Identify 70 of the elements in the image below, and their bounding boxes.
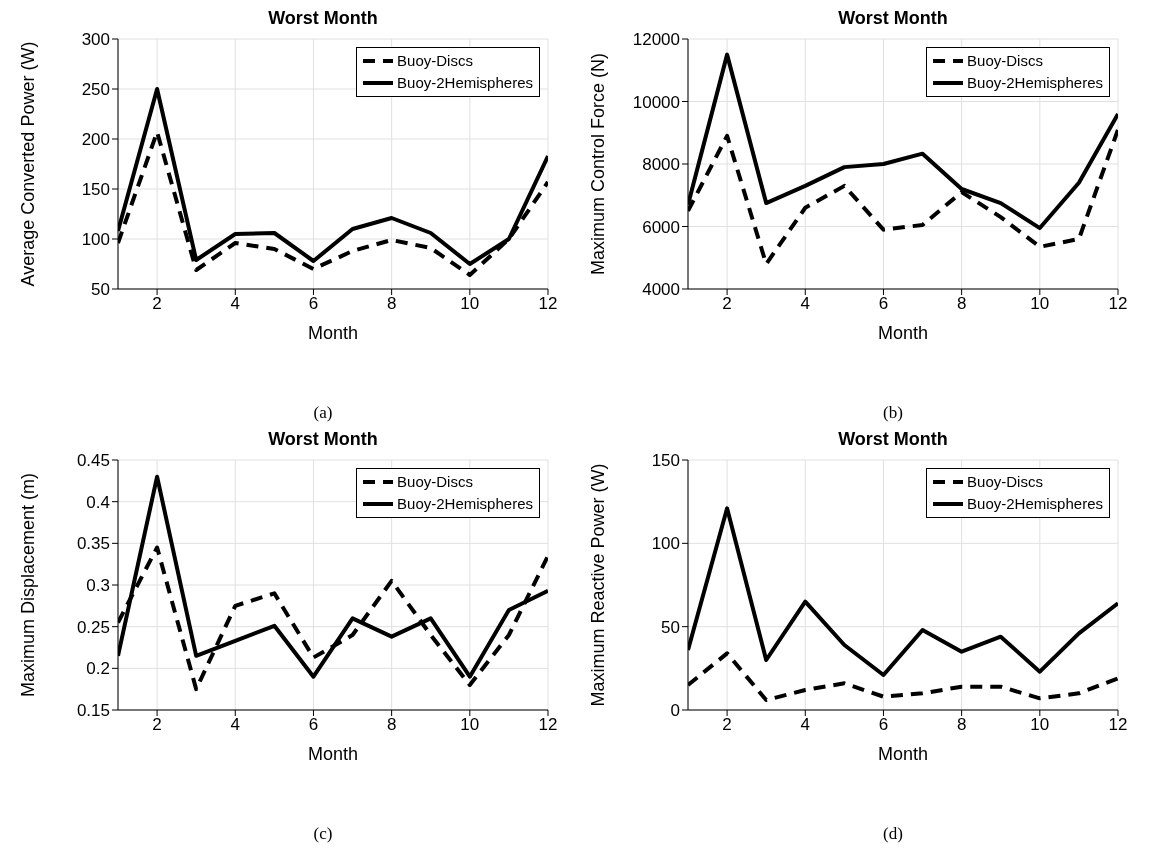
legend-label: Buoy-Discs (397, 51, 473, 71)
x-axis-title: Month (877, 744, 929, 764)
y-tick-label: 100 (651, 534, 680, 554)
x-axis-title: Month (307, 323, 359, 343)
x-tick-label: 8 (956, 294, 967, 314)
y-tick-label: 150 (651, 451, 680, 471)
y-tick-label: 0.4 (86, 492, 110, 512)
y-tick-label: 250 (81, 80, 110, 100)
x-tick-label: 12 (538, 715, 558, 735)
y-tick-label: 0.3 (86, 576, 110, 596)
x-tick-label: 6 (308, 294, 319, 314)
text: (b) (882, 403, 904, 423)
y-axis-title: Average Converted Power (W) (18, 41, 39, 287)
text: (d) (882, 824, 904, 844)
x-tick-label: 8 (386, 715, 397, 735)
x-tick-label: 10 (1030, 294, 1050, 314)
legend-label: Buoy-Discs (397, 472, 473, 492)
x-tick-label: 12 (1108, 294, 1128, 314)
x-tick-label: 4 (800, 294, 811, 314)
chart-title: Worst Month (267, 8, 379, 29)
x-tick-label: 2 (722, 294, 732, 314)
x-tick-label: 4 (800, 715, 811, 735)
y-tick-label: 50 (661, 617, 680, 637)
y-tick-label: 6000 (642, 217, 680, 237)
x-tick-label: 10 (460, 294, 480, 314)
y-tick-label: 300 (81, 30, 110, 50)
text: (a) (312, 403, 334, 423)
y-axis-title: Maximum Reactive Power (W) (588, 463, 609, 707)
y-tick-label: 0.35 (76, 534, 110, 554)
x-tick-label: 6 (878, 294, 889, 314)
x-tick-label: 10 (460, 715, 480, 735)
y-tick-label: 8000 (642, 155, 680, 175)
x-tick-label: 8 (956, 715, 967, 735)
y-tick-label: 0.2 (86, 659, 110, 679)
y-tick-label: 0.45 (76, 451, 110, 471)
y-tick-label: 4000 (642, 280, 680, 300)
x-tick-label: 6 (308, 715, 319, 735)
x-axis-title: Month (307, 744, 359, 764)
x-tick-label: 12 (538, 294, 558, 314)
y-tick-label: 100 (81, 230, 110, 250)
text: (c) (312, 824, 334, 844)
x-tick-label: 2 (722, 715, 732, 735)
x-tick-label: 4 (230, 294, 241, 314)
x-tick-label: 2 (152, 294, 162, 314)
y-tick-label: 150 (81, 180, 110, 200)
x-tick-label: 8 (386, 294, 397, 314)
chart-title: Worst Month (837, 429, 949, 450)
legend-label: Buoy-2Hemispheres (397, 73, 533, 93)
legend-label: Buoy-2Hemispheres (967, 73, 1103, 93)
y-axis-title: Maximum Control Force (N) (588, 52, 609, 276)
y-tick-label: 200 (81, 130, 110, 150)
y-tick-label: 12000 (632, 30, 680, 50)
y-tick-label: 0 (670, 701, 680, 721)
legend-label: Buoy-2Hemispheres (397, 494, 533, 514)
x-axis-title: Month (877, 323, 929, 343)
x-tick-label: 4 (230, 715, 241, 735)
chart-title: Worst Month (837, 8, 949, 29)
x-tick-label: 10 (1030, 715, 1050, 735)
x-tick-label: 6 (878, 715, 889, 735)
y-tick-label: 50 (91, 280, 110, 300)
legend-label: Buoy-Discs (967, 51, 1043, 71)
chart-title: Worst Month (267, 429, 379, 450)
y-tick-label: 0.15 (76, 701, 110, 721)
x-tick-label: 2 (152, 715, 162, 735)
legend-label: Buoy-Discs (967, 472, 1043, 492)
legend-label: Buoy-2Hemispheres (967, 494, 1103, 514)
y-tick-label: 0.25 (76, 617, 110, 637)
x-tick-label: 12 (1108, 715, 1128, 735)
y-axis-title: Maximum Displacement (m) (18, 472, 39, 698)
y-tick-label: 10000 (632, 92, 680, 112)
